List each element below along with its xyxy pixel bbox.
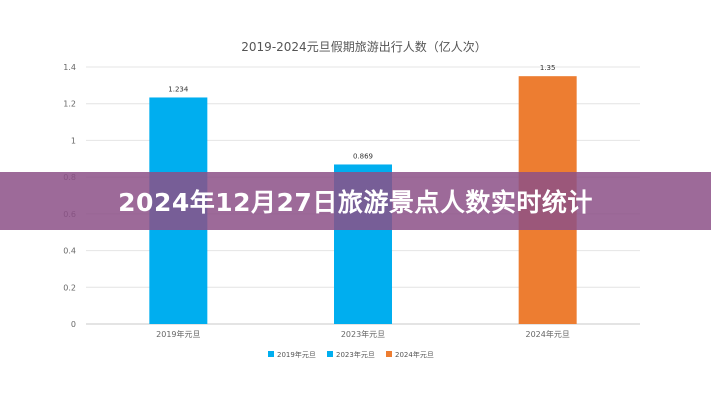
x-axis-ticks: 2019年元旦 2023年元旦 2024年元旦 <box>156 329 570 339</box>
x-tick-label: 2023年元旦 <box>341 329 385 339</box>
legend-swatch <box>386 351 392 357</box>
y-tick-label: 0 <box>71 320 76 329</box>
legend-label: 2023年元旦 <box>336 350 375 359</box>
x-tick-label: 2019年元旦 <box>156 329 200 339</box>
y-tick-label: 0.2 <box>63 283 76 292</box>
data-label: 0.869 <box>353 152 373 160</box>
y-tick-label: 1.2 <box>63 100 76 109</box>
legend-swatch <box>268 351 274 357</box>
legend-label: 2024年元旦 <box>395 350 434 359</box>
y-tick-label: 1 <box>71 136 76 145</box>
title-banner: 2024年12月27日旅游景点人数实时统计 <box>0 172 711 230</box>
y-tick-label: 0.4 <box>63 247 76 256</box>
chart-title: 2019-2024元旦假期旅游出行人数（亿人次） <box>241 39 486 54</box>
legend: 2019年元旦 2023年元旦 2024年元旦 <box>268 350 434 359</box>
data-label: 1.234 <box>168 85 189 93</box>
data-label: 1.35 <box>540 64 556 72</box>
legend-label: 2019年元旦 <box>277 350 316 359</box>
x-tick-label: 2024年元旦 <box>525 329 569 339</box>
data-labels: 1.234 0.869 1.35 <box>168 64 555 160</box>
banner-title: 2024年12月27日旅游景点人数实时统计 <box>118 188 593 217</box>
legend-swatch <box>327 351 333 357</box>
y-tick-label: 1.4 <box>63 63 76 72</box>
